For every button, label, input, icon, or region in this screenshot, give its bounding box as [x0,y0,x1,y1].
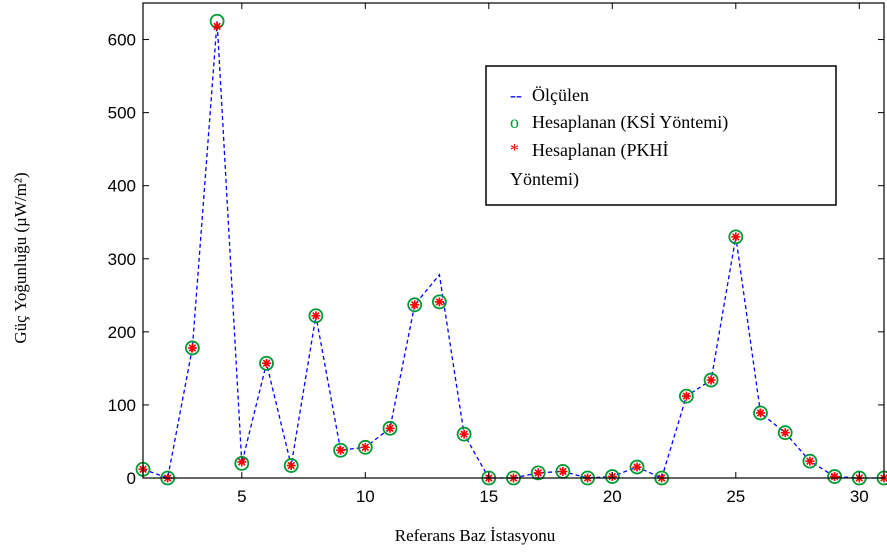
ksi-point [703,372,719,388]
legend-marker-ksi: o [510,112,519,132]
ksi-point [184,340,200,356]
pkhi-point [805,456,815,466]
pkhi-point [533,468,543,478]
pkhi-point [780,428,790,438]
pkhi-point [830,472,840,482]
y-tick-label: 500 [108,104,136,123]
pkhi-point [756,408,765,418]
ksi-point [283,458,299,473]
y-tick-label: 200 [108,323,136,342]
y-tick-label: 600 [108,31,136,50]
x-tick-label: 25 [726,487,745,506]
ksi-point [530,465,546,481]
ksi-point [802,453,818,469]
pkhi-point [681,391,691,401]
ksi-point [333,442,349,458]
legend-label-ksi: Hesaplanan (KSİ Yöntemi) [532,112,728,133]
pkhi-point [410,300,420,310]
ksi-point [604,469,620,484]
plot-frame [142,2,885,479]
y-axis-label: Güç Yoğunluğu (µW/m²) [11,172,30,343]
legend-label-pkhi: Hesaplanan (PKHİ [532,140,668,161]
ksi-point [753,405,768,421]
legend-box [485,65,837,206]
ksi-point [308,308,324,324]
y-tick-label: 100 [108,396,136,415]
pkhi-point [212,21,222,31]
pkhi-point [434,297,444,307]
x-tick-label: 20 [603,487,622,506]
pkhi-point [731,232,741,242]
ksi-point [827,469,842,484]
y-tick-label: 400 [108,177,136,196]
pkhi-point [311,311,321,321]
x-tick-label: 30 [850,487,869,506]
legend: -- Ölçülen o Hesaplanan (KSİ Yöntemi) * … [485,65,837,206]
pkhi-point [385,423,395,433]
y-tick-label: 300 [108,250,136,269]
pkhi-point [706,375,716,385]
y-tick-label: 0 [127,469,136,488]
pkhi-point [262,358,271,368]
pkhi-point [632,462,642,472]
legend-marker-measured: -- [510,85,522,105]
x-tick-label: 15 [479,487,498,506]
ksi-point [728,229,744,245]
legend-marker-pkhi: * [510,140,519,160]
ksi-point [679,388,694,404]
pkhi-point [286,461,296,471]
ksi-point [456,426,472,442]
pkhi-point [459,429,469,439]
pkhi-point [187,343,197,353]
pkhi-point [237,457,247,467]
pkhi-point [336,445,346,455]
x-axis-label: Referans Baz İstasyonu [395,526,556,545]
pkhi-point [558,466,568,476]
x-tick-label: 5 [237,487,246,506]
ksi-point [357,439,373,455]
ksi-point [234,455,250,471]
ksi-point [431,294,447,310]
ksi-point [629,459,645,475]
legend-label-pkhi-continuation: Yöntemi) [510,169,579,190]
ksi-point [259,355,274,371]
legend-label-measured: Ölçülen [532,85,589,105]
ksi-point [407,297,423,313]
ksi-point [777,425,793,441]
pkhi-point [360,442,370,452]
ksi-point [382,420,398,436]
x-tick-label: 10 [356,487,375,506]
